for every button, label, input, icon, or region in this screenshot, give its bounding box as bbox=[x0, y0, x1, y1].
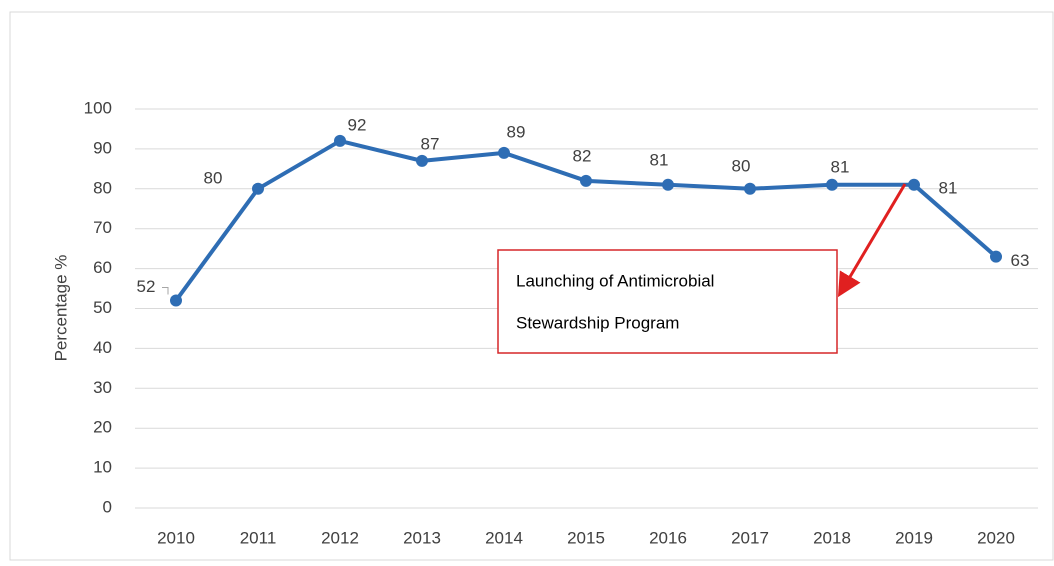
point bbox=[580, 174, 592, 187]
chart-border bbox=[9, 11, 1054, 561]
y-tick-label: 100 bbox=[84, 98, 112, 117]
y-tick-label: 10 bbox=[93, 458, 112, 477]
data-label: 81 bbox=[831, 157, 850, 176]
x-tick-label: 2018 bbox=[813, 528, 851, 547]
data-label: 87 bbox=[421, 134, 440, 153]
y-tick-label: 0 bbox=[103, 497, 112, 516]
annotation-text: Stewardship Program bbox=[516, 313, 679, 332]
annotation-arrow bbox=[837, 183, 907, 298]
y-tick-label: 40 bbox=[93, 338, 112, 357]
y-axis-label: Percentage % bbox=[51, 255, 70, 362]
point bbox=[662, 178, 674, 191]
y-tick-label: 60 bbox=[93, 258, 112, 277]
y-tick-label: 70 bbox=[93, 218, 112, 237]
grid bbox=[135, 108, 1038, 509]
leader-line bbox=[162, 287, 169, 295]
data-label: 80 bbox=[204, 168, 223, 187]
x-tick-label: 2014 bbox=[485, 528, 523, 547]
point bbox=[170, 294, 182, 307]
point bbox=[334, 134, 346, 147]
point bbox=[826, 178, 838, 191]
y-tick-label: 50 bbox=[93, 298, 112, 317]
x-tick-label: 2011 bbox=[240, 528, 277, 547]
data-label: 81 bbox=[650, 150, 669, 169]
point bbox=[908, 178, 920, 191]
y-tick-label: 90 bbox=[93, 138, 112, 157]
x-tick-label: 2013 bbox=[403, 528, 441, 547]
annotation-box bbox=[497, 249, 838, 354]
data-label: 82 bbox=[573, 146, 592, 165]
x-tick-label: 2015 bbox=[567, 528, 605, 547]
data-label: 89 bbox=[507, 122, 526, 141]
y-tick-label: 80 bbox=[93, 178, 112, 197]
point bbox=[416, 154, 428, 167]
x-tick-label: 2017 bbox=[731, 528, 769, 547]
point bbox=[498, 146, 510, 159]
x-tick-label: 2012 bbox=[321, 528, 359, 547]
data-label: 52 bbox=[137, 277, 156, 296]
point bbox=[744, 182, 756, 195]
data-label: 81 bbox=[939, 178, 958, 197]
annotation-text: Launching of Antimicrobial bbox=[516, 271, 714, 290]
point bbox=[990, 250, 1002, 263]
x-tick-label: 2020 bbox=[977, 528, 1015, 547]
x-tick-label: 2019 bbox=[895, 528, 933, 547]
x-tick-label: 2016 bbox=[649, 528, 687, 547]
data-label: 80 bbox=[732, 156, 751, 175]
series bbox=[162, 134, 1002, 307]
data-label: 63 bbox=[1011, 251, 1030, 270]
y-tick-label: 30 bbox=[93, 378, 112, 397]
x-tick-label: 2010 bbox=[157, 528, 195, 547]
point bbox=[252, 182, 264, 195]
data-label: 92 bbox=[348, 115, 367, 134]
y-tick-label: 20 bbox=[93, 418, 112, 437]
